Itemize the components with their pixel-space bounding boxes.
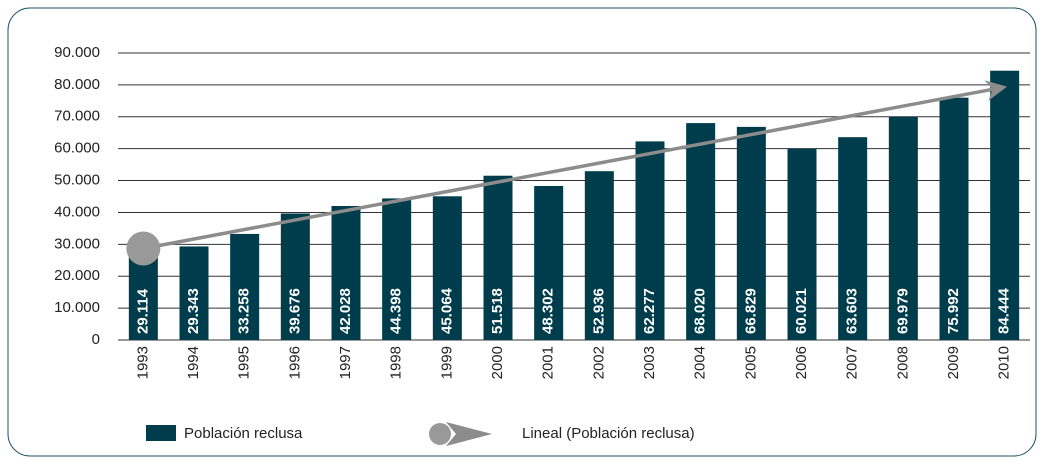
- bar: [280, 213, 310, 340]
- value-label: 52.936: [590, 288, 607, 334]
- legend-trend-circle: [429, 423, 451, 445]
- value-label: 48.302: [540, 288, 557, 334]
- value-label: 63.603: [844, 288, 861, 334]
- value-label: 66.829: [742, 288, 759, 334]
- value-label: 75.992: [945, 288, 962, 334]
- value-label: 51.518: [489, 288, 506, 334]
- x-tick-label: 1993: [134, 346, 151, 379]
- value-label: 62.277: [641, 288, 658, 334]
- value-label: 29.343: [185, 288, 202, 334]
- bar: [534, 185, 564, 340]
- value-label: 33.258: [236, 288, 253, 334]
- legend-trend-arrow: [446, 422, 492, 446]
- x-tick-label: 2001: [540, 346, 557, 379]
- y-tick-label: 30.000: [54, 235, 100, 252]
- x-tick-label: 2000: [489, 346, 506, 379]
- y-tick-label: 10.000: [54, 299, 100, 316]
- y-tick-label: 50.000: [54, 172, 100, 189]
- bar: [888, 116, 918, 340]
- x-tick-label: 2002: [590, 346, 607, 379]
- bar: [483, 175, 513, 340]
- x-tick-label: 1997: [337, 346, 354, 379]
- value-label: 68.020: [692, 288, 709, 334]
- x-tick-label: 2007: [844, 346, 861, 379]
- y-tick-label: 20.000: [54, 267, 100, 284]
- y-tick-label: 90.000: [54, 44, 100, 61]
- legend-label: Población reclusa: [184, 425, 303, 442]
- x-tick-label: 1995: [236, 346, 253, 379]
- x-tick-label: 2006: [793, 346, 810, 379]
- bar: [331, 205, 361, 340]
- bar: [990, 70, 1020, 340]
- x-tick-label: 2004: [692, 346, 709, 379]
- value-label: 84.444: [996, 287, 1013, 334]
- x-tick-label: 2008: [894, 346, 911, 379]
- bar: [382, 198, 412, 340]
- bar: [230, 233, 260, 340]
- bar: [939, 97, 969, 340]
- x-tick-label: 2009: [945, 346, 962, 379]
- value-label: 60.021: [793, 288, 810, 334]
- legend-swatch: [146, 425, 176, 441]
- x-tick-label: 1996: [286, 346, 303, 379]
- value-label: 39.676: [286, 288, 303, 334]
- value-label: 45.064: [438, 287, 455, 334]
- y-tick-label: 70.000: [54, 108, 100, 125]
- y-tick-label: 40.000: [54, 203, 100, 220]
- bar: [787, 148, 817, 340]
- value-label: 44.398: [388, 288, 405, 334]
- frame: [7, 7, 1037, 457]
- x-tick-label: 1999: [438, 346, 455, 379]
- bar: [432, 196, 462, 340]
- trend-line: [143, 80, 1008, 251]
- legend-label: Lineal (Población reclusa): [522, 425, 695, 442]
- y-tick-label: 60.000: [54, 140, 100, 157]
- value-label: 29.114: [134, 288, 151, 334]
- x-tick-label: 2005: [742, 346, 759, 379]
- bar: [838, 137, 868, 340]
- y-tick-label: 80.000: [54, 76, 100, 93]
- bar: [686, 123, 716, 341]
- x-tick-label: 1998: [388, 346, 405, 379]
- value-label: 42.028: [337, 288, 354, 334]
- x-tick-label: 2003: [641, 346, 658, 379]
- trend-start: [126, 231, 161, 266]
- bar: [736, 126, 766, 341]
- x-tick-label: 1994: [185, 346, 202, 379]
- x-tick-label: 2010: [996, 346, 1013, 379]
- value-label: 69.979: [894, 288, 911, 334]
- bar: [179, 246, 209, 340]
- y-tick-label: 0: [92, 331, 100, 348]
- bar: [584, 171, 614, 340]
- bar: [635, 141, 665, 340]
